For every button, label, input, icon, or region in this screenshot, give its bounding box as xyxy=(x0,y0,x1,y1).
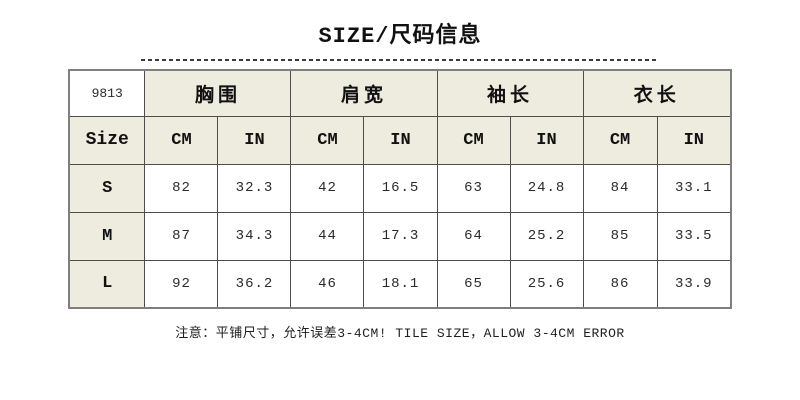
table-unit-header-row: Size CM IN CM IN CM IN CM IN xyxy=(68,115,732,165)
value-cell: 85 xyxy=(582,211,658,261)
size-label: S xyxy=(68,163,146,213)
value-cell: 34.3 xyxy=(217,211,292,261)
group-header-sleeve: 袖长 xyxy=(436,69,584,117)
value-cell: 64 xyxy=(436,211,511,261)
table-row-size-s: S 82 32.3 42 16.5 63 24.8 84 33.1 xyxy=(68,163,732,213)
value-cell: 36.2 xyxy=(217,259,292,309)
group-header-shoulder: 肩宽 xyxy=(290,69,438,117)
size-column-header: Size xyxy=(68,115,146,165)
page-title: SIZE/尺码信息 xyxy=(318,24,482,49)
value-cell: 24.8 xyxy=(509,163,584,213)
table-row-size-l: L 92 36.2 46 18.1 65 25.6 86 33.9 xyxy=(68,259,732,309)
unit-header-in: IN xyxy=(217,115,292,165)
table-group-header-row: 9813 胸围 肩宽 袖长 衣长 xyxy=(68,69,732,117)
value-cell: 33.9 xyxy=(656,259,732,309)
value-cell: 65 xyxy=(436,259,511,309)
value-cell: 86 xyxy=(582,259,658,309)
value-cell: 17.3 xyxy=(363,211,438,261)
unit-header-in: IN xyxy=(363,115,438,165)
model-number-cell: 9813 xyxy=(68,69,146,117)
group-header-chest: 胸围 xyxy=(144,69,292,117)
value-cell: 92 xyxy=(144,259,219,309)
value-cell: 82 xyxy=(144,163,219,213)
unit-header-cm: CM xyxy=(582,115,658,165)
value-cell: 33.1 xyxy=(656,163,732,213)
unit-header-cm: CM xyxy=(436,115,511,165)
value-cell: 87 xyxy=(144,211,219,261)
measurement-tolerance-note: 注意：平铺尺寸，允许误差3-4CM! TILE SIZE，ALLOW 3-4CM… xyxy=(175,326,625,341)
size-label: M xyxy=(68,211,146,261)
size-label: L xyxy=(68,259,146,309)
value-cell: 33.5 xyxy=(656,211,732,261)
value-cell: 32.3 xyxy=(217,163,292,213)
value-cell: 84 xyxy=(582,163,658,213)
value-cell: 44 xyxy=(290,211,365,261)
unit-header-cm: CM xyxy=(290,115,365,165)
value-cell: 25.6 xyxy=(509,259,584,309)
value-cell: 63 xyxy=(436,163,511,213)
dashed-divider xyxy=(141,58,659,61)
value-cell: 42 xyxy=(290,163,365,213)
group-header-length: 衣长 xyxy=(582,69,732,117)
value-cell: 46 xyxy=(290,259,365,309)
size-chart-table: 9813 胸围 肩宽 袖长 衣长 Size CM IN CM IN CM IN … xyxy=(67,69,733,309)
value-cell: 25.2 xyxy=(509,211,584,261)
table-row-size-m: M 87 34.3 44 17.3 64 25.2 85 33.5 xyxy=(68,211,732,261)
unit-header-in: IN xyxy=(509,115,584,165)
unit-header-in: IN xyxy=(656,115,732,165)
unit-header-cm: CM xyxy=(144,115,219,165)
value-cell: 18.1 xyxy=(363,259,438,309)
value-cell: 16.5 xyxy=(363,163,438,213)
